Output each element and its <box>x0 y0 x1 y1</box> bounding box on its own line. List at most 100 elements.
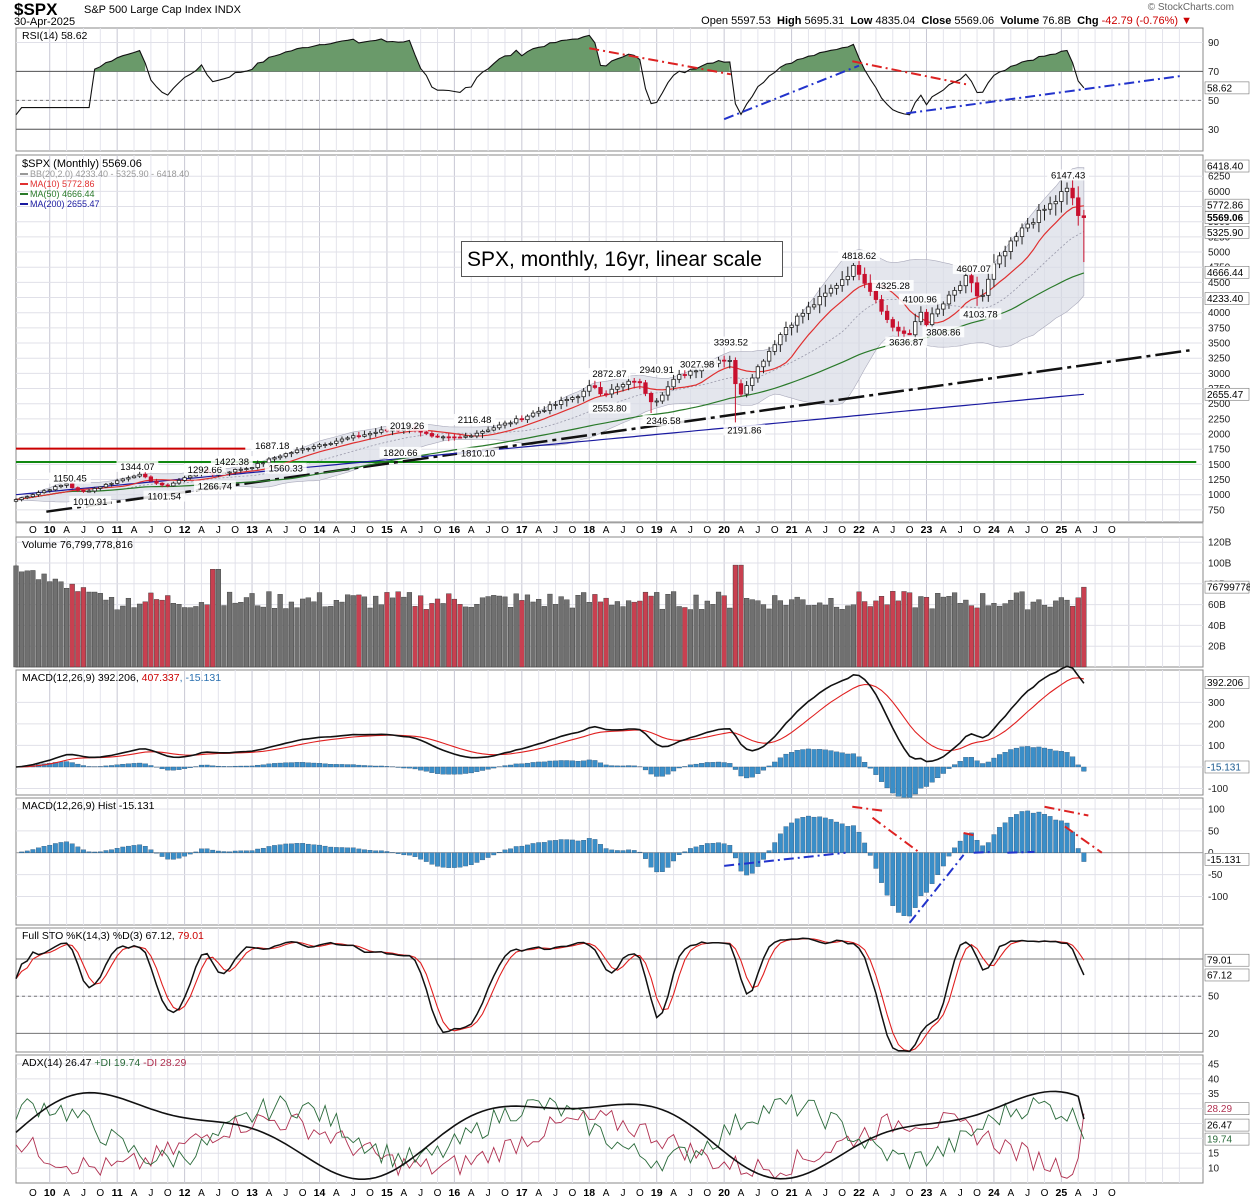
macd-histogram-bar <box>1070 756 1076 768</box>
macd-hist-bar <box>69 843 75 853</box>
macd-hist-bar <box>783 826 789 853</box>
macd-histogram-bar <box>142 763 148 768</box>
adx-title-part: +DI 19.74 <box>94 1057 140 1069</box>
price-annotation-bg <box>69 496 112 508</box>
price-annotation-label: 2346.58 <box>646 416 680 427</box>
macd-hist-bar <box>451 852 457 868</box>
x-axis-month-label: O <box>434 525 442 536</box>
macd-histogram-bar <box>1058 751 1064 768</box>
price-candle <box>648 393 654 403</box>
macd-hist-bar <box>502 849 508 853</box>
macd-histogram-bar <box>659 766 665 777</box>
x-axis-bottom-month-label: O <box>231 1188 239 1199</box>
x-axis-month-label: O <box>973 525 981 536</box>
volume-bar <box>968 605 975 668</box>
macd-hist-bar <box>1014 814 1019 853</box>
volume-bar <box>687 609 694 668</box>
macd-histogram-bar <box>822 749 828 768</box>
price-annotation-label: 1150.45 <box>53 474 87 485</box>
x-axis-bottom-month-label: A <box>131 1188 138 1199</box>
macd-histogram-bar <box>642 766 649 771</box>
macd-histogram-bar <box>963 757 969 768</box>
price-candle <box>654 400 659 403</box>
macd-histogram-bar <box>895 766 901 797</box>
volume-bar <box>1058 597 1064 668</box>
volume-bar <box>322 606 328 668</box>
macd-histogram-bar <box>328 764 334 768</box>
price-candle <box>143 473 148 478</box>
price-candle <box>182 477 187 481</box>
macd-hist-bar <box>676 852 682 855</box>
macd-hist-bar <box>182 852 188 857</box>
macd-histogram-bar <box>974 760 980 768</box>
price-candle <box>19 497 24 500</box>
adx-last-label-box <box>1204 1118 1250 1132</box>
price-candle <box>873 290 879 300</box>
price-ytick-label: 6250 <box>1208 172 1231 183</box>
adx-panel-frame <box>15 1054 1204 1184</box>
x-axis-year-label: 14 <box>314 524 326 536</box>
volume-bar <box>558 596 564 668</box>
price-right-label: 5772.86 <box>1207 201 1244 212</box>
price-candle <box>334 440 339 444</box>
price-candle <box>851 264 856 277</box>
x-axis-bottom-month-label: O <box>973 1188 981 1199</box>
price-candle <box>665 386 671 396</box>
price-annotation-bg <box>723 424 766 436</box>
macd-histogram-bar <box>957 761 963 768</box>
macd-hist-bar <box>333 847 339 853</box>
x-axis-bottom-month-label: O <box>299 1188 307 1199</box>
macd-histogram-bar <box>592 760 598 768</box>
macd-hist-bar <box>974 840 980 853</box>
chart-header: $SPX S&P 500 Large Cap Index INDX 30-Apr… <box>0 0 1250 28</box>
x-axis-bottom-month-label: O <box>703 1188 711 1199</box>
x-axis-bottom-year-label: 25 <box>1056 1187 1068 1199</box>
price-candle <box>682 374 687 376</box>
adx-ytick-label: 15 <box>1208 1149 1220 1160</box>
macd-hist-bar <box>1030 812 1036 853</box>
volume-bar <box>1019 591 1025 668</box>
price-candle <box>463 435 468 438</box>
macd-histogram-bar <box>1013 747 1019 768</box>
macd-hist-bar <box>575 840 581 853</box>
macd-histogram-bar <box>519 763 525 768</box>
macd-hist-bar <box>924 852 929 893</box>
macd-hist-bar <box>446 852 452 868</box>
macd-histogram-bar <box>907 766 913 799</box>
volume-bar <box>350 595 356 668</box>
volume-bar <box>929 608 935 668</box>
volume-bar <box>519 600 525 668</box>
volume-bar <box>210 569 216 668</box>
macd-histogram-bar <box>384 766 390 768</box>
price-right-label-box <box>1204 225 1250 239</box>
volume-bar <box>1053 600 1059 668</box>
price-candle <box>1036 209 1042 223</box>
volume-bar <box>198 602 205 668</box>
macd-histogram-bar <box>187 766 193 768</box>
price-candle <box>294 449 300 453</box>
macd-histogram-bar <box>457 766 463 775</box>
macd-histogram-bar <box>597 762 604 768</box>
macd-hist-bar <box>772 842 778 853</box>
long-term-trendline <box>46 349 1190 513</box>
price-candle <box>519 418 524 421</box>
macd-histogram-bar <box>412 766 418 770</box>
price-annotation-label: 4100.96 <box>903 295 937 306</box>
price-candle <box>907 332 912 336</box>
price-ytick-label: 3250 <box>1208 354 1231 365</box>
volume-bar <box>468 606 474 668</box>
price-candle <box>547 404 553 411</box>
price-candle <box>800 312 805 317</box>
price-candle <box>491 427 496 431</box>
price-annotation-label: 1344.07 <box>120 462 154 473</box>
macd-histogram-bar <box>547 760 553 768</box>
macd-ytick-label: 100 <box>1208 741 1225 752</box>
price-candle <box>688 370 693 376</box>
macd-hist-bar <box>586 838 592 853</box>
macd-histogram-bar <box>75 763 81 768</box>
volume-bar <box>108 597 115 668</box>
price-candle <box>1008 240 1013 252</box>
macd-histogram-bar <box>918 766 924 789</box>
price-candle <box>424 431 429 434</box>
macd-hist-bar <box>794 818 800 853</box>
